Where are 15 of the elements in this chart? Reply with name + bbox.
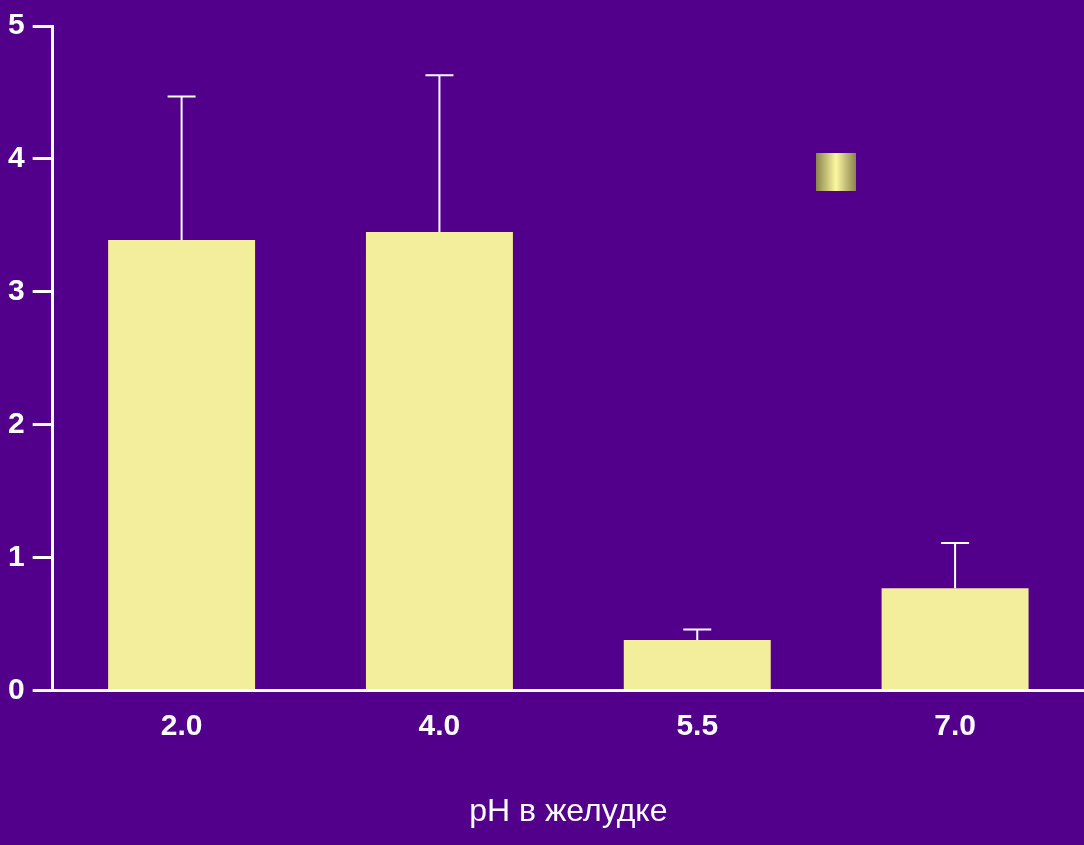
y-tick-label: 4 bbox=[8, 140, 25, 174]
x-tick-label: 4.0 bbox=[418, 707, 461, 741]
y-tick-label: 0 bbox=[8, 671, 25, 705]
bar bbox=[623, 640, 771, 690]
x-tick-label: 2.0 bbox=[160, 707, 203, 741]
x-tick-label: 7.0 bbox=[934, 707, 976, 741]
y-tick-label: 1 bbox=[8, 538, 25, 572]
bar bbox=[108, 240, 256, 690]
x-tick-label: 5.5 bbox=[676, 707, 719, 741]
y-tick-label: 5 bbox=[8, 7, 25, 41]
y-tick-label: 3 bbox=[8, 273, 25, 307]
x-axis-title: pH в желудке bbox=[469, 791, 668, 828]
y-tick-label: 2 bbox=[8, 406, 25, 440]
bar bbox=[881, 588, 1029, 690]
bar bbox=[365, 232, 513, 690]
